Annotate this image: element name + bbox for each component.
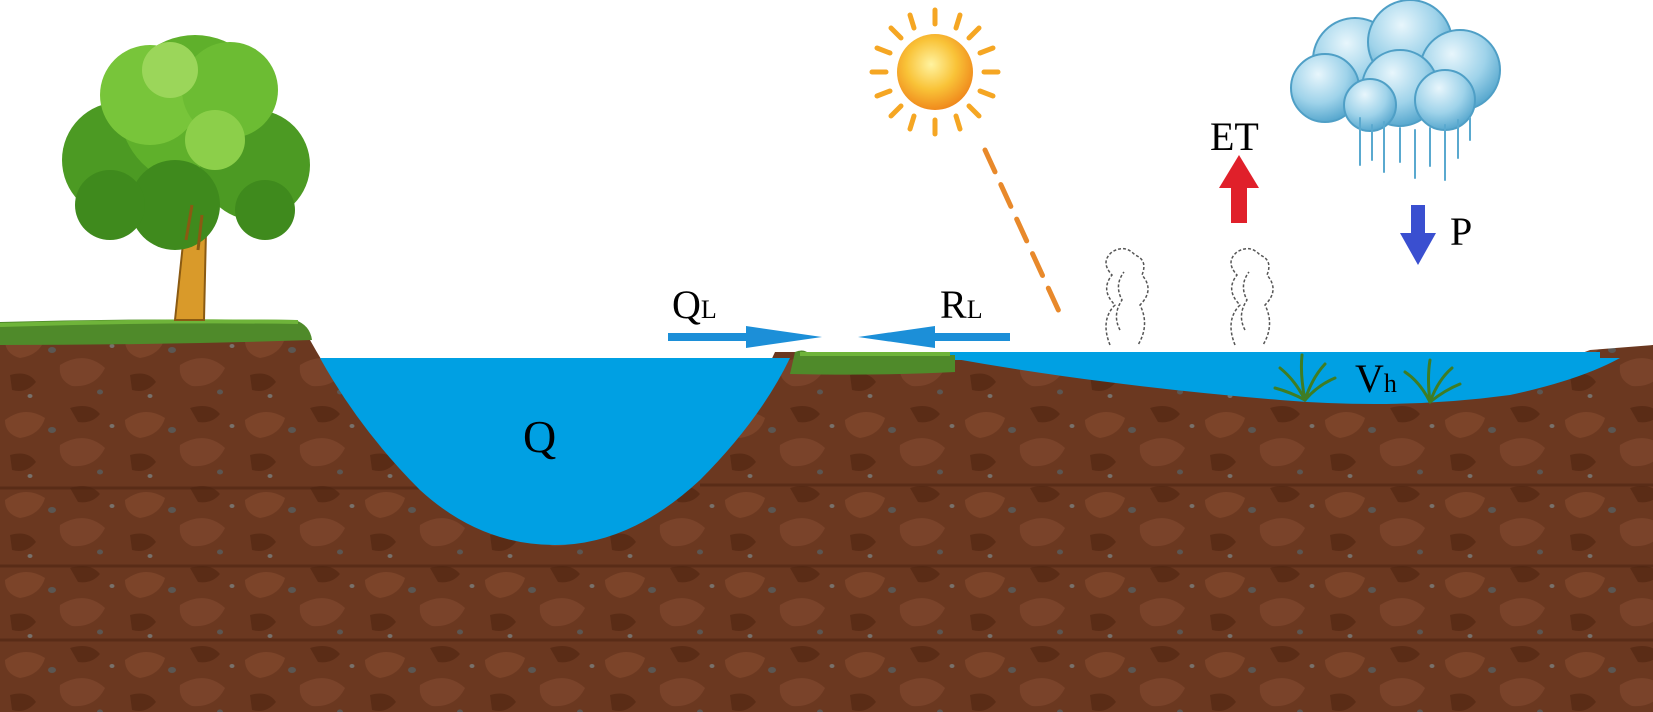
grass-left-bank bbox=[0, 319, 312, 345]
rain-icon bbox=[1359, 117, 1471, 181]
ground-soil bbox=[0, 322, 1653, 712]
grass-icon bbox=[1273, 353, 1337, 402]
lateral-return-arrow bbox=[858, 326, 1010, 348]
sun-ray bbox=[982, 147, 1065, 321]
channel-water bbox=[320, 358, 790, 545]
vapor-icon bbox=[1230, 247, 1274, 346]
sun-icon bbox=[869, 7, 1001, 137]
precipitation-arrow bbox=[1400, 205, 1436, 265]
surface-water-line bbox=[900, 352, 1600, 360]
lateral-inflow-label: QL bbox=[672, 282, 717, 327]
et-label: ET bbox=[1210, 114, 1259, 159]
grass-middle-bank bbox=[790, 350, 955, 375]
grass-icon bbox=[1403, 358, 1462, 404]
et-arrow bbox=[1219, 155, 1259, 223]
wetland-volume-label: Vh bbox=[1355, 356, 1397, 401]
lateral-inflow-arrow bbox=[668, 326, 822, 348]
precipitation-label: P bbox=[1450, 209, 1472, 254]
channel-flow-label: Q bbox=[523, 411, 556, 462]
lateral-return-label: RL bbox=[940, 282, 983, 327]
vapor-icon bbox=[1105, 247, 1149, 346]
soil-strata bbox=[0, 483, 1653, 642]
cloud-icon bbox=[1290, 0, 1501, 132]
tree-icon bbox=[62, 35, 310, 321]
